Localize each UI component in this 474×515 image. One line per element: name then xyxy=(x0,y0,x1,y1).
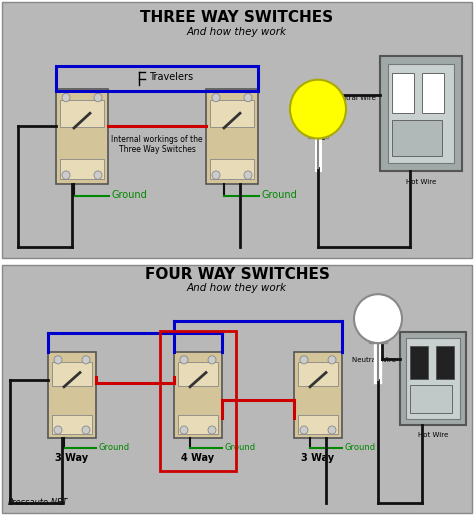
Bar xyxy=(178,362,218,386)
Circle shape xyxy=(208,356,216,364)
Circle shape xyxy=(180,426,188,434)
Bar xyxy=(388,64,454,163)
Bar xyxy=(60,100,104,127)
Circle shape xyxy=(94,93,102,102)
Bar xyxy=(380,56,462,171)
Circle shape xyxy=(328,426,336,434)
Bar xyxy=(206,89,258,183)
Bar xyxy=(436,346,454,379)
Text: FOUR WAY SWITCHES: FOUR WAY SWITCHES xyxy=(145,267,329,282)
Bar xyxy=(406,338,460,419)
Text: 3 Way: 3 Way xyxy=(55,453,89,462)
Bar xyxy=(160,331,236,471)
Bar xyxy=(210,100,254,127)
Text: Neutral Wire: Neutral Wire xyxy=(332,95,376,100)
Circle shape xyxy=(82,426,90,434)
Text: Hot Wire: Hot Wire xyxy=(406,179,436,184)
Bar xyxy=(56,66,258,91)
Bar xyxy=(52,362,92,386)
Circle shape xyxy=(212,171,220,179)
Bar xyxy=(410,385,452,413)
Bar xyxy=(52,415,92,434)
Circle shape xyxy=(82,356,90,364)
Text: Pressauto.NET: Pressauto.NET xyxy=(8,498,68,507)
Bar xyxy=(48,352,96,438)
Text: And how they work: And how they work xyxy=(187,27,287,37)
Circle shape xyxy=(62,171,70,179)
Text: Ground: Ground xyxy=(99,443,130,452)
Circle shape xyxy=(244,171,252,179)
Bar xyxy=(369,329,387,343)
Bar xyxy=(210,159,254,179)
Bar xyxy=(392,74,414,113)
Circle shape xyxy=(208,426,216,434)
Bar xyxy=(56,89,108,183)
Bar xyxy=(294,352,342,438)
Bar xyxy=(422,74,444,113)
Text: Internal workings of the
Three Way Switches: Internal workings of the Three Way Switc… xyxy=(111,135,203,154)
Circle shape xyxy=(328,356,336,364)
Bar xyxy=(174,352,222,438)
Circle shape xyxy=(300,426,308,434)
Text: Ground: Ground xyxy=(262,190,298,200)
Bar xyxy=(60,159,104,179)
Text: THREE WAY SWITCHES: THREE WAY SWITCHES xyxy=(140,10,334,25)
Bar xyxy=(308,122,328,139)
Text: 3 Way: 3 Way xyxy=(301,453,335,462)
Bar xyxy=(410,346,428,379)
Text: Travelers: Travelers xyxy=(149,72,193,81)
Text: Ground: Ground xyxy=(345,443,376,452)
Circle shape xyxy=(244,93,252,102)
Circle shape xyxy=(212,93,220,102)
Circle shape xyxy=(180,356,188,364)
Text: 4 Way: 4 Way xyxy=(182,453,215,462)
Circle shape xyxy=(290,80,346,139)
Circle shape xyxy=(94,171,102,179)
Bar xyxy=(298,415,338,434)
Bar xyxy=(298,362,338,386)
Bar xyxy=(392,119,442,156)
Bar xyxy=(400,332,466,425)
Bar xyxy=(178,415,218,434)
Text: Neutral Wire: Neutral Wire xyxy=(352,357,396,364)
Circle shape xyxy=(354,294,402,343)
Circle shape xyxy=(300,356,308,364)
Text: Ground: Ground xyxy=(225,443,256,452)
Circle shape xyxy=(54,356,62,364)
Circle shape xyxy=(54,426,62,434)
Text: And how they work: And how they work xyxy=(187,283,287,293)
Text: Hot Wire: Hot Wire xyxy=(418,432,448,438)
Text: Ground: Ground xyxy=(112,190,148,200)
Circle shape xyxy=(62,93,70,102)
